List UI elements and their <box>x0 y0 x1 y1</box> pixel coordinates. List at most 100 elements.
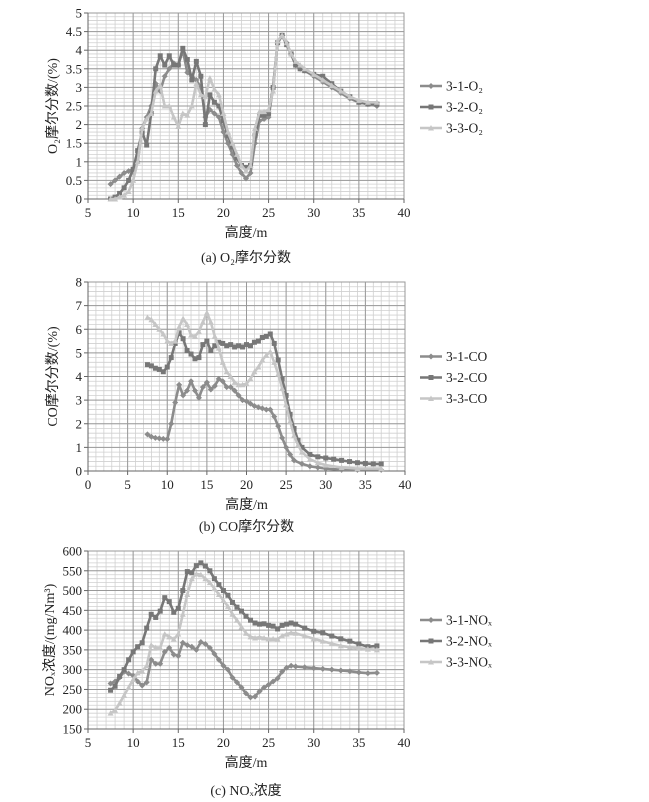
triangle-marker <box>156 326 163 332</box>
triangle-marker <box>243 168 249 174</box>
triangle-marker <box>271 359 278 365</box>
triangle-marker <box>121 692 128 698</box>
diamond-marker <box>172 399 179 406</box>
diamond-marker <box>168 420 175 427</box>
diamond-marker <box>199 384 206 391</box>
square-marker <box>288 620 294 626</box>
square-marker <box>220 588 226 594</box>
x-tick-label: 10 <box>161 477 174 492</box>
legend-item: 3-3-NOₓ <box>420 655 492 670</box>
square-marker <box>188 351 194 357</box>
triangle-marker <box>354 465 361 472</box>
triangle-marker <box>179 110 186 116</box>
diamond-marker <box>275 423 282 430</box>
triangle-marker <box>188 575 195 582</box>
triangle-marker <box>112 196 119 202</box>
triangle-marker <box>188 332 195 338</box>
diamond-marker <box>301 664 308 671</box>
triangle-marker <box>283 631 290 637</box>
diamond-marker <box>283 664 290 671</box>
triangle-marker <box>152 644 159 651</box>
diamond-marker <box>139 682 146 689</box>
square-marker <box>428 375 434 380</box>
y-tick-label: 5 <box>76 6 83 21</box>
square-marker <box>175 605 181 611</box>
diamond-marker <box>188 378 195 385</box>
triangle-marker <box>206 579 213 586</box>
square-marker <box>234 155 240 161</box>
triangle-marker <box>195 328 202 335</box>
legend-label: 3-3-NOₓ <box>446 655 492 670</box>
triangle-marker <box>256 634 263 640</box>
triangle-marker <box>134 158 141 165</box>
diamond-marker <box>161 648 168 655</box>
x-tick-label: 40 <box>398 735 411 750</box>
triangle-marker <box>283 401 290 408</box>
diamond-marker <box>144 431 151 438</box>
triangle-marker <box>148 316 155 323</box>
diamond-marker <box>156 435 163 442</box>
square-marker <box>275 357 281 363</box>
square-marker <box>275 626 281 632</box>
x-tick-label: 5 <box>85 205 92 220</box>
square-marker <box>162 62 168 68</box>
square-marker <box>236 343 242 349</box>
diamond-marker <box>252 693 259 700</box>
legend-item: 3-1-O₂ <box>420 79 483 94</box>
x-axis-label: 高度/m <box>225 754 268 771</box>
chart-caption: (b) CO摩尔分数 <box>199 518 294 535</box>
triangle-marker <box>310 71 317 77</box>
diamond-marker <box>175 652 182 659</box>
triangle-marker <box>227 373 234 379</box>
square-marker <box>212 343 218 349</box>
square-marker <box>302 625 308 631</box>
triangle-marker <box>310 635 317 642</box>
x-tick-label: 15 <box>172 735 185 750</box>
diamond-marker <box>310 665 317 672</box>
diamond-marker <box>247 694 254 701</box>
square-marker <box>157 53 163 59</box>
triangle-marker <box>191 333 198 339</box>
square-marker <box>224 343 230 349</box>
diamond-marker <box>287 451 294 458</box>
x-tick-label: 10 <box>127 205 140 220</box>
triangle-marker <box>247 633 254 640</box>
square-marker <box>207 92 213 98</box>
diamond-marker <box>428 353 434 360</box>
triangle-marker <box>160 330 167 337</box>
diamond-marker <box>373 669 380 676</box>
square-marker <box>220 118 226 124</box>
triangle-marker <box>233 617 240 623</box>
triangle-marker <box>373 646 380 653</box>
y-tick-label: 6 <box>76 322 83 337</box>
triangle-marker <box>238 623 245 630</box>
square-marker <box>339 457 345 463</box>
x-tick-label: 35 <box>359 477 372 492</box>
legend-label: 3-2-NOₓ <box>446 634 492 649</box>
triangle-marker <box>373 99 380 105</box>
y-tick-label: 2 <box>76 117 83 132</box>
square-marker <box>238 608 244 614</box>
triangle-marker <box>134 669 141 676</box>
triangle-marker <box>139 125 146 131</box>
square-marker <box>331 456 337 462</box>
triangle-marker <box>328 640 335 647</box>
triangle-marker <box>223 368 230 375</box>
triangle-marker <box>139 668 146 674</box>
triangle-marker <box>116 194 123 200</box>
triangle-marker <box>161 631 168 637</box>
diamond-marker <box>223 384 230 391</box>
square-marker <box>259 335 265 341</box>
diamond-marker <box>263 406 270 413</box>
diamond-marker <box>270 678 277 685</box>
square-marker <box>166 599 172 605</box>
x-tick-label: 20 <box>217 205 230 220</box>
square-marker <box>247 343 253 349</box>
square-marker <box>266 110 272 116</box>
diamond-marker <box>161 73 168 80</box>
x-tick-label: 15 <box>200 477 213 492</box>
triangle-marker <box>355 645 362 651</box>
triangle-marker <box>224 129 231 135</box>
y-tick-label: 1 <box>76 440 83 455</box>
triangle-marker <box>184 112 191 118</box>
